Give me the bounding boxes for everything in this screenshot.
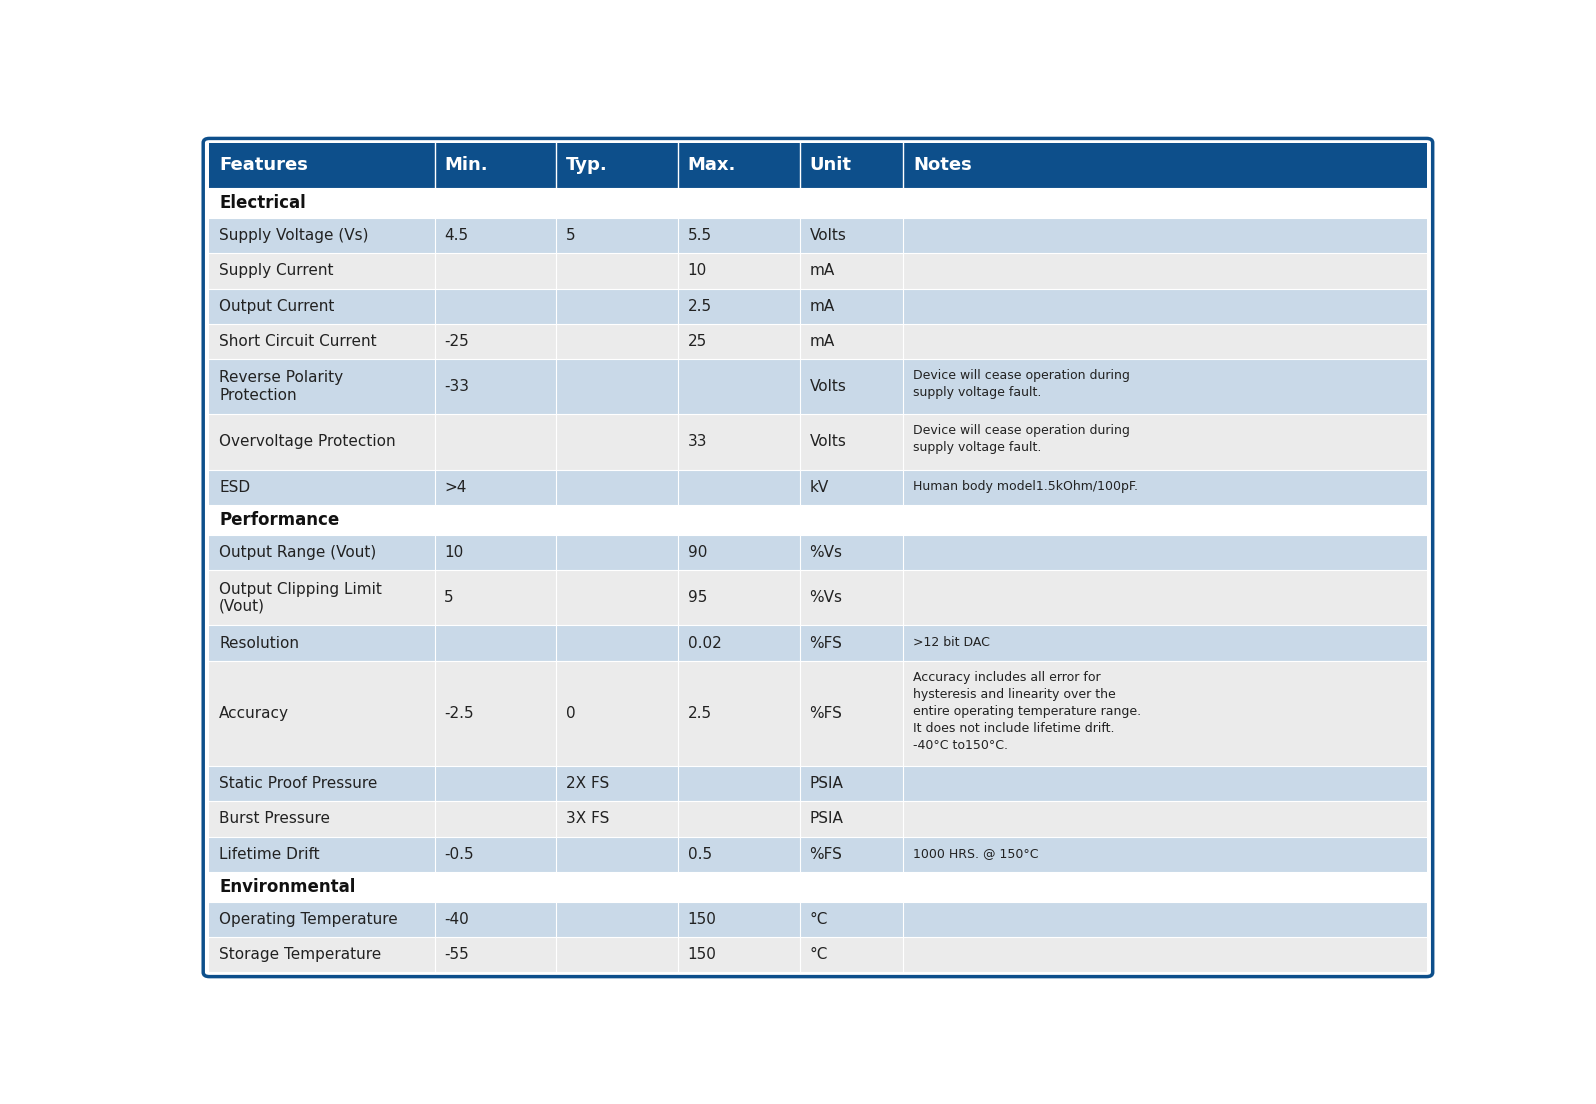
Bar [209, 323, 1427, 359]
Text: %FS: %FS [809, 705, 843, 721]
Bar [209, 570, 1427, 625]
Text: kV: kV [809, 479, 828, 495]
Text: 33: 33 [688, 434, 707, 449]
Text: mA: mA [809, 298, 835, 314]
Bar [209, 288, 1427, 323]
Text: %Vs: %Vs [809, 591, 843, 605]
Text: -55: -55 [444, 947, 469, 963]
Text: >4: >4 [444, 479, 466, 495]
Bar [209, 219, 1427, 253]
Text: Human body model1.5kOhm/100pF.: Human body model1.5kOhm/100pF. [913, 480, 1138, 492]
Text: Notes: Notes [913, 157, 972, 174]
Bar [209, 872, 1427, 902]
Text: 4.5: 4.5 [444, 229, 468, 243]
Text: Output Range (Vout): Output Range (Vout) [219, 545, 377, 560]
Text: Output Clipping Limit
(Vout): Output Clipping Limit (Vout) [219, 582, 381, 614]
Text: 2X FS: 2X FS [567, 776, 610, 792]
Text: 0.02: 0.02 [688, 636, 721, 650]
Text: 25: 25 [688, 333, 707, 349]
Text: -40: -40 [444, 912, 469, 927]
Text: -0.5: -0.5 [444, 847, 474, 862]
Text: Storage Temperature: Storage Temperature [219, 947, 381, 963]
Bar [209, 660, 1427, 766]
Text: Reverse Polarity
Protection: Reverse Polarity Protection [219, 370, 343, 403]
Bar [209, 766, 1427, 802]
Text: %FS: %FS [809, 847, 843, 862]
Text: Features: Features [219, 157, 308, 174]
Text: 2.5: 2.5 [688, 298, 712, 314]
Text: Environmental: Environmental [219, 878, 356, 895]
Text: Burst Pressure: Burst Pressure [219, 811, 330, 827]
Text: 0: 0 [567, 705, 576, 721]
Text: 1000 HRS. @ 150°C: 1000 HRS. @ 150°C [913, 847, 1039, 860]
Bar [209, 359, 1427, 414]
Bar [209, 837, 1427, 872]
Bar [209, 625, 1427, 660]
Text: 3X FS: 3X FS [567, 811, 610, 827]
Text: 0.5: 0.5 [688, 847, 712, 862]
Text: Unit: Unit [809, 157, 851, 174]
Text: -33: -33 [444, 379, 469, 394]
Text: 90: 90 [688, 545, 707, 560]
Bar [209, 902, 1427, 937]
Text: Performance: Performance [219, 511, 340, 529]
Text: Supply Current: Supply Current [219, 264, 334, 278]
Bar [209, 142, 1427, 188]
Text: 10: 10 [444, 545, 463, 560]
Text: 95: 95 [688, 591, 707, 605]
Text: 150: 150 [688, 947, 717, 963]
Text: Volts: Volts [809, 379, 846, 394]
Bar [209, 414, 1427, 469]
Text: Typ.: Typ. [567, 157, 608, 174]
Text: 5.5: 5.5 [688, 229, 712, 243]
Text: PSIA: PSIA [809, 776, 843, 792]
Text: Lifetime Drift: Lifetime Drift [219, 847, 319, 862]
Text: Output Current: Output Current [219, 298, 335, 314]
Text: Resolution: Resolution [219, 636, 298, 650]
Bar [209, 253, 1427, 288]
Text: 10: 10 [688, 264, 707, 278]
Bar [209, 802, 1427, 837]
Text: Short Circuit Current: Short Circuit Current [219, 333, 377, 349]
Text: 150: 150 [688, 912, 717, 927]
Text: >12 bit DAC: >12 bit DAC [913, 636, 990, 649]
Text: Volts: Volts [809, 434, 846, 449]
Text: Max.: Max. [688, 157, 736, 174]
Bar [209, 505, 1427, 535]
Text: ESD: ESD [219, 479, 251, 495]
Text: °C: °C [809, 947, 828, 963]
Text: Supply Voltage (Vs): Supply Voltage (Vs) [219, 229, 369, 243]
Text: 5: 5 [567, 229, 576, 243]
Text: %FS: %FS [809, 636, 843, 650]
Text: Device will cease operation during
supply voltage fault.: Device will cease operation during suppl… [913, 424, 1130, 455]
Text: Overvoltage Protection: Overvoltage Protection [219, 434, 396, 449]
Bar [209, 535, 1427, 570]
Text: mA: mA [809, 333, 835, 349]
Text: 5: 5 [444, 591, 453, 605]
Text: PSIA: PSIA [809, 811, 843, 827]
Bar [209, 188, 1427, 219]
Text: %Vs: %Vs [809, 545, 843, 560]
Text: mA: mA [809, 264, 835, 278]
Text: Min.: Min. [444, 157, 488, 174]
Text: Accuracy includes all error for
hysteresis and linearity over the
entire operati: Accuracy includes all error for hysteres… [913, 671, 1141, 752]
Bar [209, 469, 1427, 505]
Text: Volts: Volts [809, 229, 846, 243]
Text: Accuracy: Accuracy [219, 705, 289, 721]
Text: 2.5: 2.5 [688, 705, 712, 721]
Text: Static Proof Pressure: Static Proof Pressure [219, 776, 378, 792]
Text: Device will cease operation during
supply voltage fault.: Device will cease operation during suppl… [913, 369, 1130, 400]
Text: -25: -25 [444, 333, 469, 349]
Text: Operating Temperature: Operating Temperature [219, 912, 397, 927]
Text: °C: °C [809, 912, 828, 927]
Text: Electrical: Electrical [219, 194, 306, 212]
Text: -2.5: -2.5 [444, 705, 474, 721]
Bar [209, 937, 1427, 973]
